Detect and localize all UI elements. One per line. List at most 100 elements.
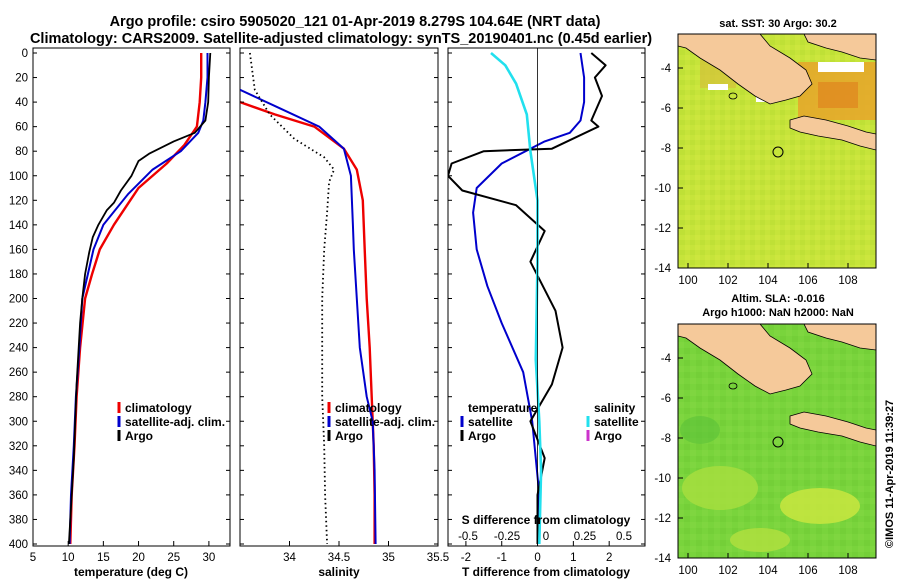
sla-high-2 (780, 488, 860, 524)
depth-tick-label: 400 (9, 539, 28, 551)
map-ytick-label: -14 (654, 263, 671, 275)
depth-tick-label: 300 (9, 416, 28, 428)
map-ytick-label: -8 (661, 433, 671, 445)
depth-tick-label: 40 (15, 97, 28, 109)
temperature-legend: climatology satellite-adj. clim. Argo (117, 401, 225, 443)
sla-java-land (789, 411, 876, 447)
difference-xlabel: T difference from climatology (462, 565, 630, 579)
salinity-series-satellite-adj-clim- (240, 88, 377, 545)
difference-xtick-label: 0 (534, 552, 540, 564)
legend-climatology-label: climatology (125, 401, 192, 415)
difference-x2tick-label: -0.25 (494, 531, 520, 543)
sla-map-title-2: Argo h1000: NaN h2000: NaN (702, 307, 854, 319)
map-xtick-label: 106 (798, 275, 817, 287)
depth-tick-label: 140 (9, 220, 28, 232)
map-xtick-label: 102 (718, 275, 737, 287)
difference-xtick-label: 1 (570, 552, 576, 564)
temperature-xtick-label: 30 (202, 552, 215, 564)
salinity-legend: climatology satellite-adj. clim. Argo (327, 401, 435, 443)
depth-tick-label: 80 (15, 146, 28, 158)
difference-xtick-label: -1 (497, 552, 507, 564)
diff-legend-temperature-heading: temperature (468, 401, 538, 415)
temperature-series-satellite-adj-clim- (68, 53, 209, 545)
temperature-xtick-label: 25 (167, 552, 180, 564)
map-ytick-label: -6 (661, 393, 671, 405)
salinity-series-climatology (240, 100, 376, 544)
depth-tick-label: 360 (9, 490, 28, 502)
difference-legend: temperature satellite Argo salinity sate… (460, 401, 639, 443)
salinity-panel: 34 34.5 35 35.5 salinity climatology satell… (239, 47, 449, 579)
temperature-series-climatology (69, 53, 203, 545)
temperature-xtick-label: 15 (97, 552, 110, 564)
diff-legend-s-satellite-label: satellite (594, 415, 639, 429)
map-xtick-label: 106 (798, 565, 817, 577)
difference-xtick-label: -2 (461, 552, 471, 564)
map-ytick-label: -4 (661, 353, 672, 365)
map-ytick-label: -12 (654, 513, 671, 525)
salinity-xtick-label: 35.5 (427, 552, 449, 564)
sst-java-land (789, 115, 876, 151)
difference-x2tick-label: 0 (543, 531, 549, 543)
sla-argo-position-marker (772, 436, 784, 448)
temperature-xtick-label: 20 (132, 552, 145, 564)
depth-tick-label: 60 (15, 122, 28, 134)
sal-legend-climatology-label: climatology (335, 401, 402, 415)
map-xtick-label: 104 (758, 565, 778, 577)
depth-tick-label: 180 (9, 269, 28, 281)
title-line-2: Climatology: CARS2009. Satellite-adjuste… (30, 31, 652, 47)
sst-cloud-gap-1 (708, 84, 728, 90)
map-xtick-label: 100 (678, 275, 697, 287)
difference-x2tick-label: 0.25 (574, 531, 596, 543)
depth-tick-label: 120 (9, 195, 28, 207)
sal-legend-argo-label: Argo (335, 429, 363, 443)
sst-island (728, 92, 738, 100)
legend-argo-label: Argo (125, 429, 153, 443)
temperature-xtick-label: 5 (30, 552, 36, 564)
sst-cloud-gap-2 (818, 62, 864, 72)
difference-series-temperature-satellite (472, 52, 586, 544)
sla-high-1 (682, 466, 758, 510)
sla-island (728, 382, 738, 390)
depth-tick-label: 280 (9, 392, 28, 404)
salinity-xtick-label: 35 (382, 552, 395, 564)
map-ytick-label: -10 (654, 473, 671, 485)
difference-plot-frame (447, 47, 646, 547)
sst-warm-core (818, 82, 858, 108)
depth-axis: 0 20 40 60 80 100 120 140 160 180 200 220 240 260 280 3… (9, 48, 28, 551)
depth-tick-label: 0 (22, 48, 28, 60)
diff-legend-s-argo-label: Argo (594, 429, 622, 443)
sla-high-3 (730, 528, 790, 552)
depth-tick-label: 380 (9, 514, 28, 526)
credit-text: ©IMOS 11-Apr-2019 11:39:27 (884, 400, 896, 548)
depth-tick-label: 160 (9, 244, 28, 256)
depth-tick-label: 260 (9, 367, 28, 379)
sst-map-frame (677, 33, 877, 269)
legend-satellite-label: satellite-adj. clim. (125, 415, 225, 429)
difference-x2tick-label: -0.5 (458, 531, 478, 543)
sla-map: Altim. SLA: -0.016 Argo h1000: NaN h2000… (654, 293, 877, 577)
sla-kalimantan-land (803, 324, 876, 351)
depth-tick-label: 220 (9, 318, 28, 330)
sla-map-frame (677, 323, 877, 559)
difference-x2tick-label: 0.5 (616, 531, 632, 543)
sst-kalimantan-land (803, 34, 876, 61)
difference-xtick-label: 2 (606, 552, 612, 564)
temperature-xtick-label: 10 (62, 552, 75, 564)
title-line-1: Argo profile: csiro 5905020_121 01-Apr-2… (110, 14, 601, 30)
map-ytick-label: -4 (661, 63, 672, 75)
diff-legend-salinity-heading: salinity (594, 401, 636, 415)
map-ytick-label: -6 (661, 103, 671, 115)
sla-low-1 (680, 416, 720, 444)
sst-map-title: sat. SST: 30 Argo: 30.2 (719, 18, 837, 30)
depth-tick-label: 100 (9, 171, 28, 183)
salinity-xlabel: salinity (318, 565, 360, 579)
map-xtick-label: 104 (758, 275, 778, 287)
temperature-series-argo (68, 52, 212, 545)
map-ytick-label: -12 (654, 223, 671, 235)
sla-sumatra-land (678, 324, 813, 395)
difference-series-salinity-satellite (490, 52, 543, 545)
depth-tick-label: 240 (9, 343, 28, 355)
sal-legend-satellite-label: satellite-adj. clim. (335, 415, 435, 429)
depth-tick-label: 200 (9, 294, 28, 306)
temperature-panel: 5 10 15 20 25 30 temperature (deg C) climatol… (30, 47, 231, 579)
